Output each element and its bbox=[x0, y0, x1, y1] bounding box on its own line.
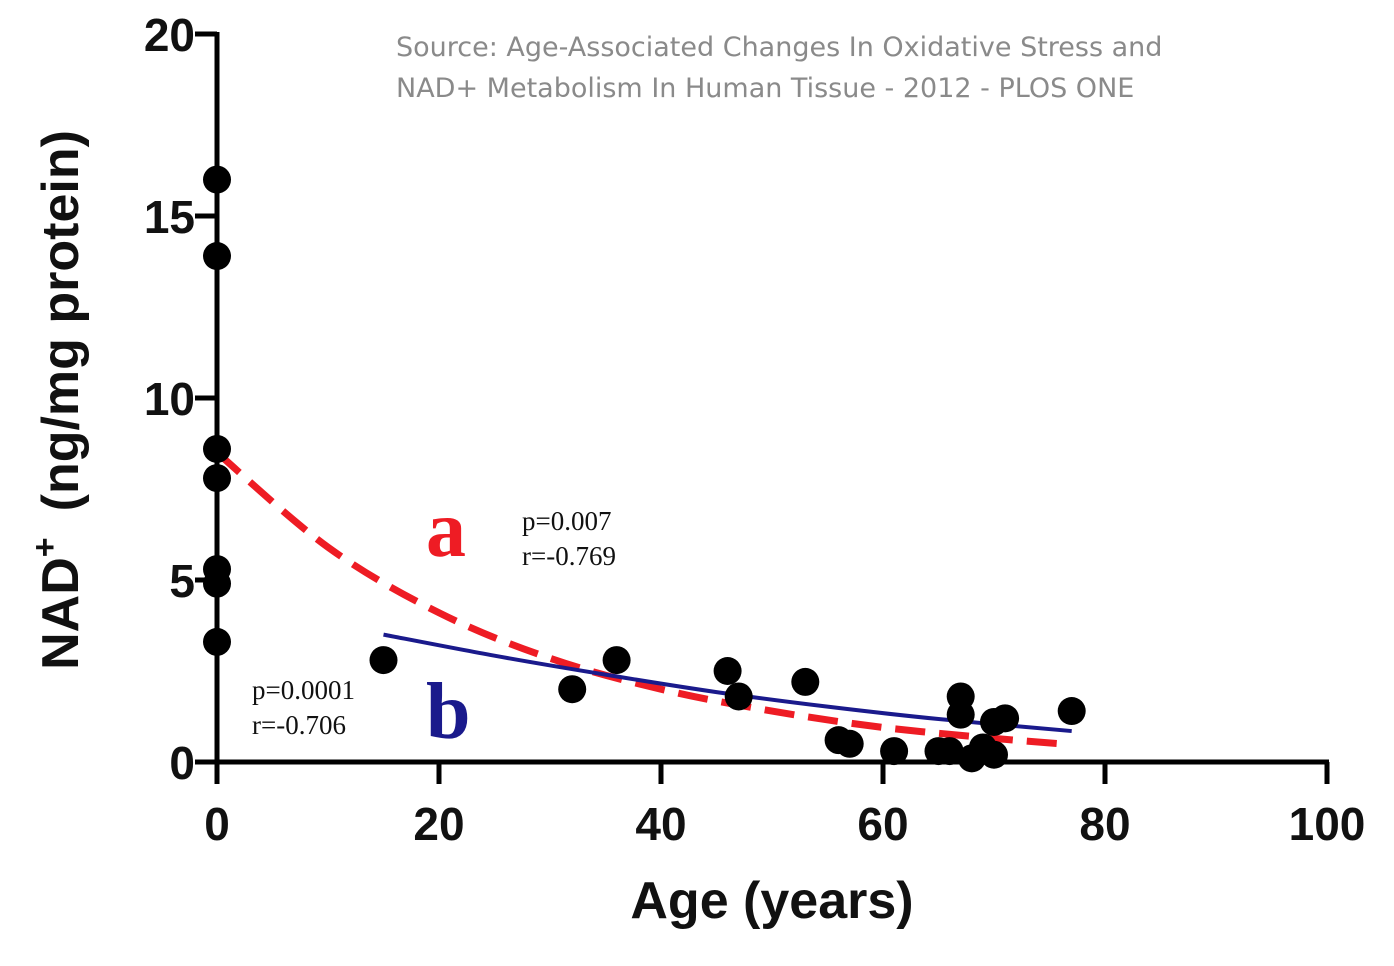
y-tick-label: 0 bbox=[169, 737, 195, 789]
y-axis-title-main: NAD bbox=[32, 557, 90, 670]
y-axis-title-unit: (ng/mg protein) bbox=[32, 130, 90, 537]
data-point bbox=[991, 704, 1020, 733]
data-point bbox=[203, 464, 231, 493]
data-point bbox=[791, 667, 820, 696]
data-points bbox=[203, 165, 1086, 773]
tick-marks bbox=[195, 31, 1330, 784]
fit-curve-a bbox=[214, 449, 1061, 748]
source-line-2: NAD+ Metabolism In Human Tissue - 2012 -… bbox=[396, 73, 1134, 104]
x-tick-label: 20 bbox=[413, 798, 464, 850]
data-point bbox=[203, 569, 231, 598]
data-point bbox=[602, 646, 631, 675]
data-point bbox=[946, 700, 975, 729]
x-tick-label: 0 bbox=[204, 798, 230, 850]
y-tick-label: 10 bbox=[144, 373, 195, 425]
curve-a-r-value: r=-0.769 bbox=[522, 541, 616, 571]
data-point bbox=[935, 737, 964, 766]
data-point bbox=[203, 242, 231, 271]
data-point bbox=[724, 682, 753, 711]
curve-b-label: b bbox=[426, 668, 471, 756]
curve-a-p-value: p=0.007 bbox=[522, 506, 611, 536]
x-tick-label: 100 bbox=[1289, 798, 1366, 850]
fit-curves bbox=[214, 449, 1072, 748]
curve-b-p-value: p=0.0001 bbox=[252, 675, 355, 705]
data-point bbox=[369, 646, 398, 675]
data-point bbox=[835, 729, 864, 758]
data-point bbox=[713, 657, 742, 685]
curve-b-r-value: r=-0.706 bbox=[252, 710, 346, 740]
y-axis-title: NAD+ (ng/mg protein) bbox=[26, 130, 90, 670]
data-point bbox=[203, 165, 231, 194]
source-line-1: Source: Age-Associated Changes In Oxidat… bbox=[396, 32, 1162, 63]
curve-a-label: a bbox=[426, 486, 466, 574]
y-axis-title-sup: + bbox=[26, 537, 64, 557]
data-point bbox=[558, 675, 587, 704]
y-tick-label: 15 bbox=[144, 191, 195, 243]
y-tick-label: 5 bbox=[169, 555, 195, 607]
x-tick-label: 60 bbox=[857, 798, 908, 850]
data-point bbox=[1057, 697, 1086, 726]
tick-labels: 0 20 40 60 80 100 0 5 10 15 20 bbox=[144, 9, 1366, 850]
data-point bbox=[203, 434, 231, 463]
data-point bbox=[203, 627, 231, 656]
data-point bbox=[980, 740, 1008, 769]
data-point bbox=[880, 737, 909, 766]
x-axis-title: Age (years) bbox=[630, 872, 913, 930]
fit-curve-b bbox=[383, 632, 1072, 734]
x-tick-label: 40 bbox=[635, 798, 686, 850]
x-tick-label: 80 bbox=[1079, 798, 1130, 850]
y-tick-label: 20 bbox=[144, 9, 195, 61]
